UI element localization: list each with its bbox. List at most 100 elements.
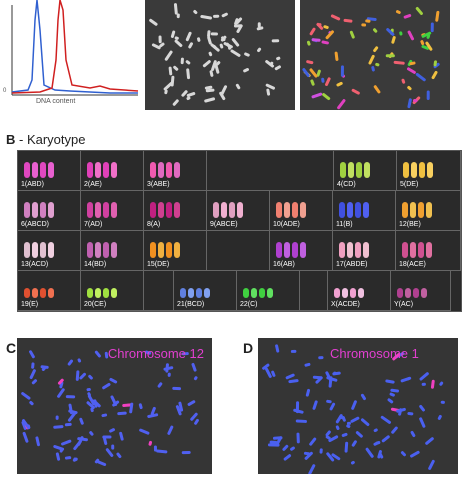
chromosome-mark: [40, 162, 46, 178]
chromosome-mark: [351, 400, 357, 410]
flow-histogram: 0 DNA content: [0, 0, 140, 110]
karyotype-cell: 8(A): [144, 191, 207, 231]
karyotype-label: 15(DE): [147, 261, 170, 268]
chromosome-mark: [358, 288, 364, 298]
chromosome-mark: [172, 386, 182, 391]
chromosome-mark: [109, 377, 118, 384]
chromosome-mark: [147, 413, 159, 418]
karyotype-cell: 21(BCD): [174, 271, 237, 311]
chromosome-mark: [205, 88, 215, 93]
chromosome-mark: [32, 162, 38, 178]
chromosome-mark: [181, 90, 188, 97]
chromosome-mark: [340, 162, 346, 178]
karyotype-label: 8(A): [147, 221, 161, 228]
karyotype-label: 13(ACD): [21, 261, 49, 268]
chromosome-mark: [191, 362, 197, 372]
chromosome-mark: [166, 202, 172, 218]
chromosome-mark: [405, 288, 411, 298]
chromosome-mark: [269, 440, 278, 444]
chromosome-mark: [156, 449, 168, 454]
chromosome-mark: [53, 425, 64, 429]
karyotype-cell: 7(AD): [81, 191, 144, 231]
chromosome-mark: [421, 288, 427, 298]
chromosome-mark: [87, 162, 93, 178]
chromosome-mark: [380, 415, 391, 424]
chromosome-mark: [117, 411, 127, 416]
chromosome-mark: [335, 414, 343, 424]
fish-d-title: Chromosome 1: [330, 346, 419, 361]
chromosome-mark: [79, 417, 84, 425]
chromosome-mark: [31, 379, 37, 385]
chromosome-mark: [119, 431, 124, 441]
chromosome-mark: [172, 99, 179, 106]
chromosome-mark: [234, 18, 239, 26]
chromosome-mark: [67, 411, 77, 422]
chromosome-mark: [312, 400, 318, 410]
chromosome-mark: [86, 401, 95, 409]
metaphase-color-image: [300, 0, 450, 110]
chromosome-mark: [48, 288, 54, 298]
chromosome-mark: [282, 444, 289, 451]
chromosome-mark: [204, 85, 213, 90]
chromosome-mark: [188, 42, 193, 49]
chromosome-mark: [139, 428, 150, 435]
chromosome-mark: [229, 202, 235, 218]
karyotype-label: X(ACDE): [331, 301, 360, 308]
chromosome-mark: [148, 440, 153, 446]
chromosome-mark: [75, 370, 80, 381]
chromosome-mark: [186, 96, 191, 101]
blue-histogram-curve: [11, 0, 138, 94]
chromosome-mark: [425, 437, 434, 445]
chromosome-mark: [103, 437, 108, 445]
chromosome-mark: [35, 436, 40, 447]
karyotype-cell: 14(BD): [81, 231, 144, 271]
chromosome-mark: [259, 288, 265, 298]
chromosome-mark: [87, 288, 93, 298]
karyotype-empty-cell: [207, 231, 270, 271]
chromosome-mark: [421, 382, 426, 386]
chromosome-mark: [321, 40, 329, 45]
chromosome-mark: [410, 242, 416, 258]
chromosome-mark: [310, 79, 315, 86]
chromosome-mark: [89, 431, 94, 436]
chromosome-mark: [329, 402, 336, 411]
chromosome-mark: [231, 38, 240, 47]
chromosome-mark: [292, 242, 298, 258]
chromosome-mark: [24, 288, 30, 298]
chromosome-mark: [351, 88, 360, 95]
chromosome-mark: [302, 68, 310, 78]
chromosome-mark: [228, 45, 232, 50]
chromosome-mark: [381, 435, 390, 443]
chromosome-mark: [211, 60, 217, 71]
chromosome-mark: [389, 392, 395, 397]
chromosome-mark: [194, 418, 199, 425]
chromosome-mark: [29, 350, 35, 359]
chromosome-mark: [290, 349, 297, 353]
karyotype-empty-cell: [207, 151, 334, 191]
chromosome-mark: [311, 92, 323, 99]
karyotype-cell: 2(AE): [81, 151, 144, 191]
karyotype-cell: 15(DE): [144, 231, 207, 271]
chromosome-mark: [319, 448, 323, 454]
chromosome-mark: [40, 365, 49, 369]
karyotype-label: 12(BE): [399, 221, 421, 228]
chromosome-mark: [368, 54, 375, 65]
chromosome-mark: [347, 242, 353, 258]
chromosome-mark: [285, 373, 295, 380]
chromosome-mark: [40, 202, 46, 218]
chromosome-mark: [257, 47, 262, 53]
chromosome-mark: [335, 425, 340, 430]
chromosome-mark: [316, 22, 324, 30]
chromosome-mark: [351, 440, 357, 447]
chromosome-mark: [413, 288, 419, 298]
chromosome-mark: [326, 376, 338, 382]
karyotype-label: 21(BCD): [177, 301, 205, 308]
chromosome-mark: [339, 202, 345, 218]
chromosome-mark: [48, 242, 54, 258]
chromosome-mark: [235, 83, 241, 90]
chromosome-mark: [202, 60, 211, 68]
chromosome-mark: [77, 436, 84, 446]
chromosome-mark: [57, 378, 64, 385]
chromosome-mark: [40, 288, 46, 298]
chromosome-mark: [101, 413, 108, 418]
